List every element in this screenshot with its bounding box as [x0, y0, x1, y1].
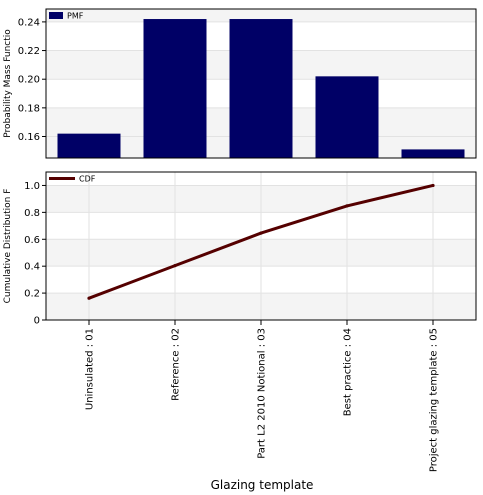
legend-label: CDF	[79, 175, 96, 184]
legend-swatch	[49, 12, 63, 19]
cdf-point	[173, 264, 177, 268]
cdf-point	[431, 183, 435, 188]
bar	[143, 19, 207, 159]
bar	[315, 76, 379, 158]
bar	[229, 19, 293, 159]
cdf-point	[87, 296, 91, 300]
legend-label: PMF	[67, 12, 84, 21]
y-axis-title: Probability Mass Functio	[3, 29, 13, 138]
cdf-point	[259, 231, 263, 235]
y-tick-label: 0.18	[18, 103, 40, 114]
x-axis-title: Glazing template	[211, 478, 314, 492]
x-tick-label: Best practice : 04	[343, 328, 354, 416]
x-tick-label: Part L2 2010 Notional : 03	[257, 328, 268, 459]
bar	[57, 133, 121, 158]
y-tick-label: 0.2	[24, 289, 40, 300]
y-tick-label: 0.22	[18, 46, 40, 57]
plot-frame	[45, 8, 477, 159]
y-tick-label: 0.20	[18, 75, 40, 86]
cdf-panel: 0 0.2 0.4 0.6 0.8 1.0 CDF Cumulative Distributi…	[3, 171, 477, 327]
y-tick-label: 0.16	[18, 132, 40, 143]
y-tick-label: 0.4	[24, 262, 40, 273]
category-axis: Uninsulated : 01 Reference : 02 Part L2 20…	[85, 320, 440, 472]
y-tick-label: 0	[34, 316, 40, 327]
y-axis-title: Cumulative Distribution F	[3, 189, 13, 304]
y-tick-label: 0.24	[18, 17, 40, 28]
pmf-panel: 0.16 0.18 0.20 0.22 0.24 PMF Probability Mass …	[3, 8, 477, 159]
y-tick-label: 0.6	[24, 235, 40, 246]
x-tick-label: Reference : 02	[171, 328, 182, 401]
y-tick-label: 1.0	[24, 181, 40, 192]
y-tick-label: 0.8	[24, 208, 40, 219]
bar	[401, 149, 465, 158]
cdf-point	[345, 204, 349, 208]
x-tick-label: Uninsulated : 01	[85, 328, 96, 410]
grid-band	[46, 9, 476, 22]
x-tick-label: Project glazing template : 05	[429, 328, 440, 472]
